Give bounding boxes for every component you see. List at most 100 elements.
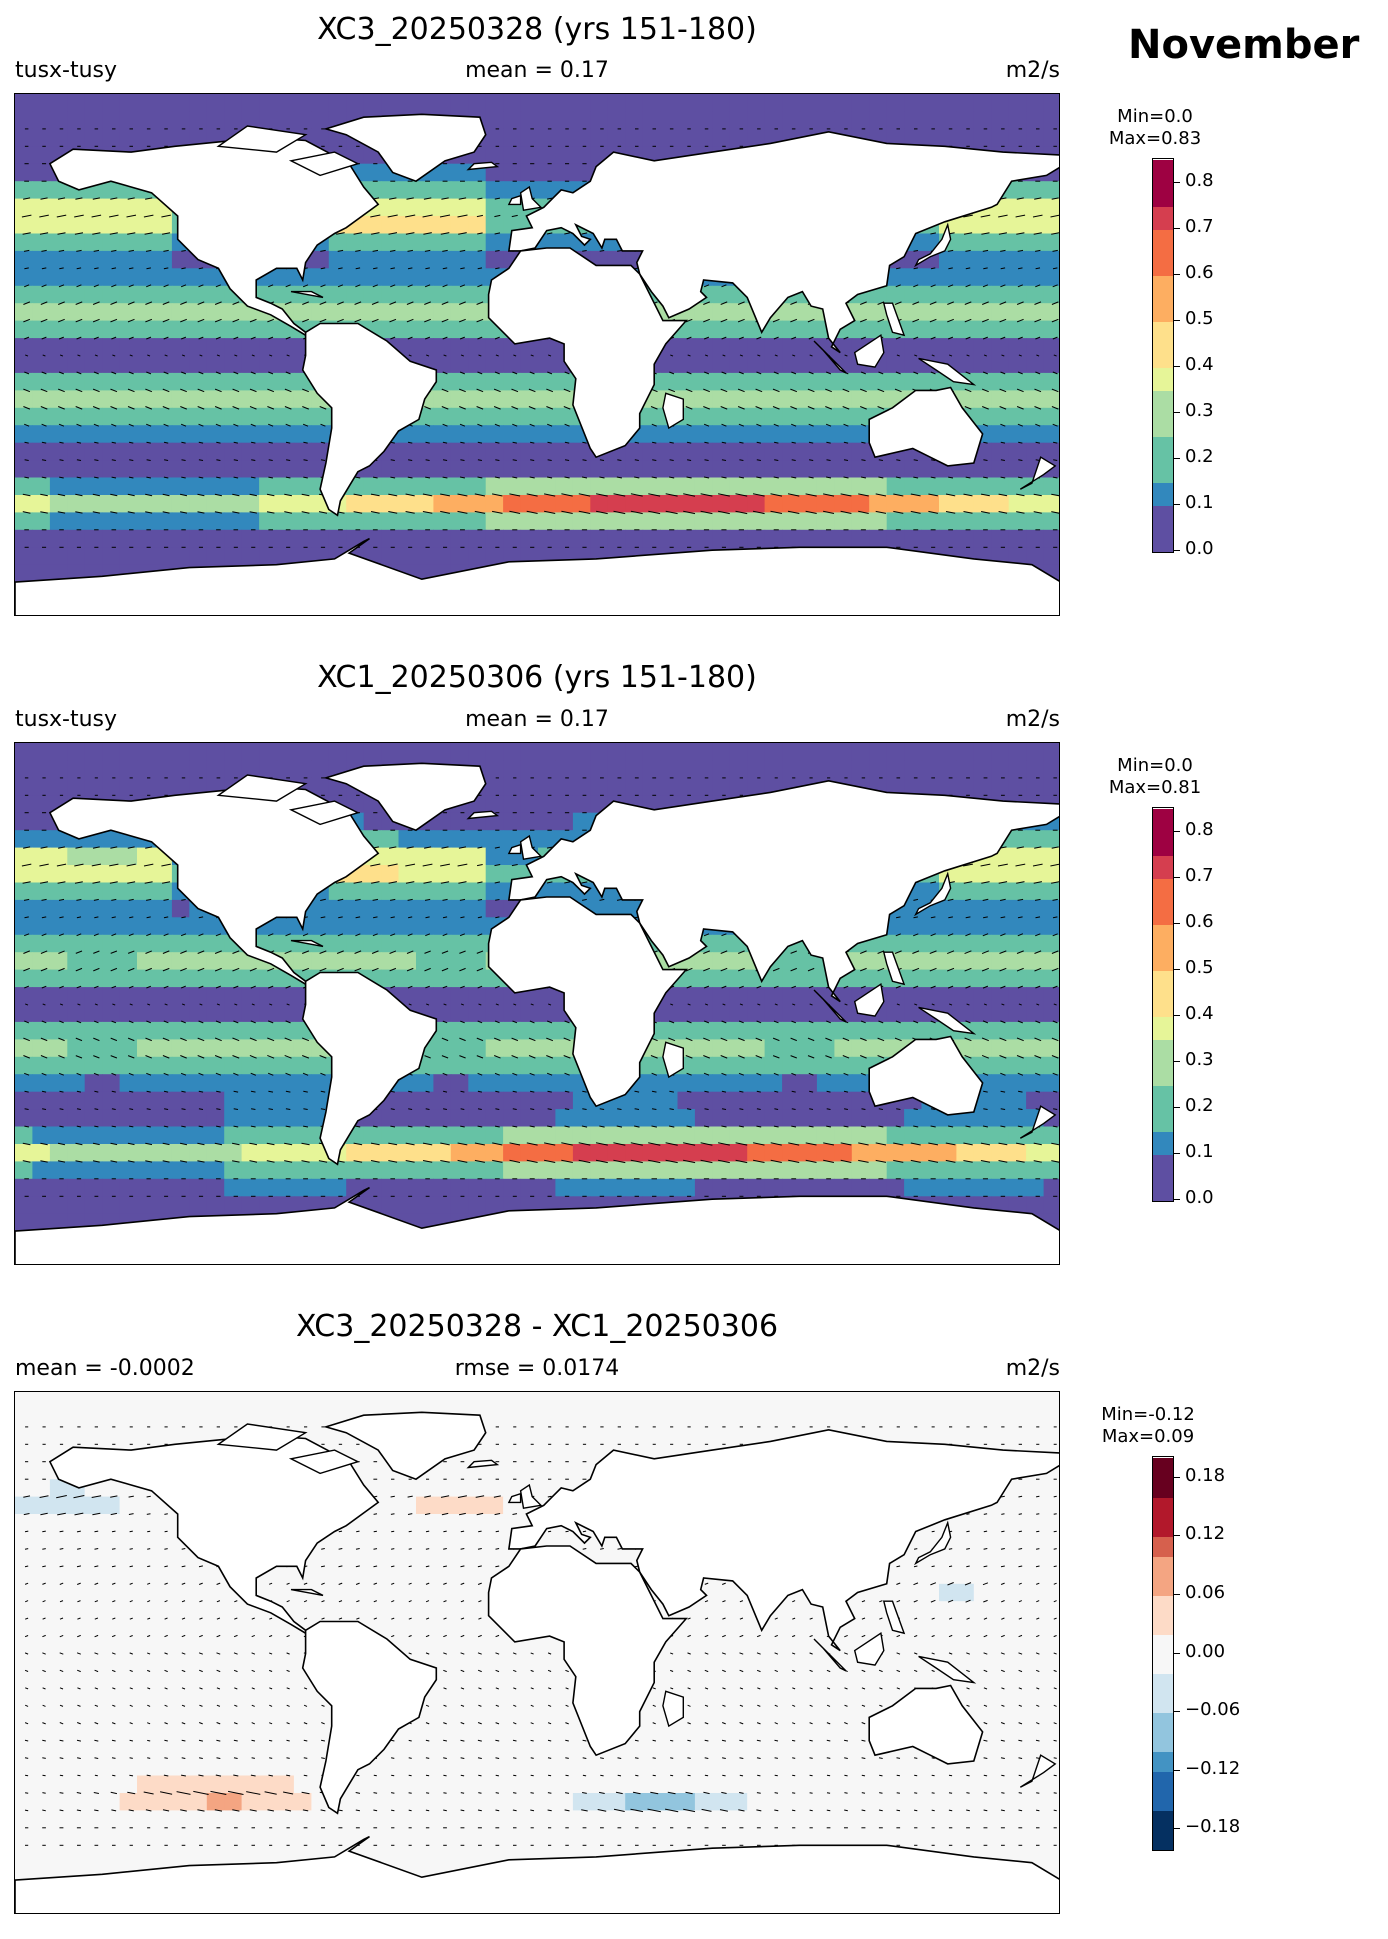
wind-vector — [442, 441, 448, 444]
field-cell — [712, 1074, 731, 1093]
wind-vector — [197, 388, 205, 393]
wind-vector — [319, 301, 327, 305]
field-cell — [398, 917, 417, 936]
field-cell — [468, 216, 487, 234]
field-cell — [1026, 1091, 1045, 1110]
wind-vector — [860, 318, 867, 323]
field-cell — [276, 1074, 295, 1093]
wind-vector — [964, 318, 972, 323]
field-cell — [939, 495, 957, 513]
field-cell — [956, 1039, 975, 1058]
field-cell — [1026, 390, 1045, 409]
field-cell — [102, 547, 121, 566]
field-cell — [834, 495, 853, 513]
field-cell — [154, 547, 173, 566]
field-cell — [1043, 407, 1059, 426]
field-cell — [49, 934, 68, 953]
wind-vector — [198, 423, 204, 427]
field-cell — [799, 1004, 818, 1023]
field-cell — [1008, 1091, 1027, 1110]
field-cell — [84, 268, 103, 287]
field-cell — [137, 390, 155, 409]
field-cell — [555, 1091, 574, 1110]
field-cell — [1043, 529, 1059, 548]
field-cell — [747, 477, 766, 496]
month-title: November — [1128, 22, 1360, 68]
field-cell — [433, 198, 452, 217]
wind-vector — [1032, 214, 1043, 218]
field-cell — [572, 1178, 591, 1197]
field-cell — [851, 372, 870, 391]
field-cell — [625, 777, 644, 796]
field-cell — [538, 1109, 556, 1128]
wind-vector — [791, 423, 797, 427]
field-cell — [485, 216, 504, 234]
field-cell — [607, 1126, 626, 1145]
field-cell — [67, 847, 86, 866]
field-cell — [468, 460, 487, 479]
wind-vector — [738, 423, 744, 427]
field-cell — [764, 1161, 783, 1180]
field-cell — [1043, 128, 1059, 147]
field-cell — [450, 882, 469, 901]
wind-vector — [214, 301, 222, 305]
field-cell — [416, 1161, 434, 1180]
field-cell — [32, 847, 51, 866]
field-cell — [764, 760, 783, 779]
field-cell — [677, 1109, 696, 1128]
wind-vector — [302, 388, 309, 393]
wind-vector — [998, 214, 1008, 218]
field-cell — [956, 987, 975, 1006]
field-cell — [642, 442, 661, 461]
field-cell — [293, 460, 312, 479]
field-cell — [49, 512, 68, 531]
field-cell — [206, 320, 225, 339]
field-cell — [991, 372, 1010, 391]
field-cell — [869, 1144, 888, 1162]
field-cell — [119, 477, 138, 496]
field-cell — [1043, 216, 1059, 234]
field-cell — [1008, 547, 1027, 566]
field-cell — [1008, 777, 1027, 796]
field-cell — [468, 285, 487, 304]
field-cell — [450, 338, 469, 357]
field-cell — [102, 1021, 121, 1040]
wind-vector — [687, 459, 692, 461]
wind-vector — [668, 388, 676, 393]
wind-vector — [1035, 423, 1041, 427]
wind-vector — [477, 232, 483, 235]
field-cell — [782, 969, 801, 988]
field-cell — [450, 1196, 469, 1215]
wind-vector — [127, 511, 135, 514]
field-cell — [154, 303, 173, 322]
wind-vector — [405, 493, 415, 497]
field-cell — [398, 320, 417, 339]
field-cell — [241, 547, 260, 566]
wind-vector — [843, 476, 849, 479]
wind-vector — [704, 371, 710, 375]
colorbar-tick-label: 0.3 — [1185, 400, 1214, 421]
field-cell — [816, 355, 835, 374]
field-cell — [119, 1144, 138, 1162]
wind-vector — [581, 476, 588, 479]
wind-vector — [700, 510, 713, 515]
colorbar-tick — [1174, 228, 1180, 229]
field-cell — [450, 1021, 469, 1040]
field-cell — [381, 1109, 400, 1128]
field-cell — [625, 529, 644, 548]
field-cell — [694, 1004, 713, 1023]
wind-vector — [1051, 493, 1059, 497]
field-cell — [102, 216, 121, 234]
field-cell — [694, 1021, 713, 1040]
field-cell — [1043, 181, 1059, 200]
wind-vector — [370, 493, 380, 497]
field-cell — [904, 1004, 923, 1023]
field-cell — [293, 285, 312, 304]
field-cell — [956, 390, 975, 409]
field-cell — [32, 917, 51, 936]
wind-vector — [826, 371, 832, 375]
field-cell — [1043, 777, 1059, 796]
field-cell — [712, 1056, 731, 1075]
field-cell — [694, 1109, 713, 1128]
field-cell — [834, 94, 853, 112]
